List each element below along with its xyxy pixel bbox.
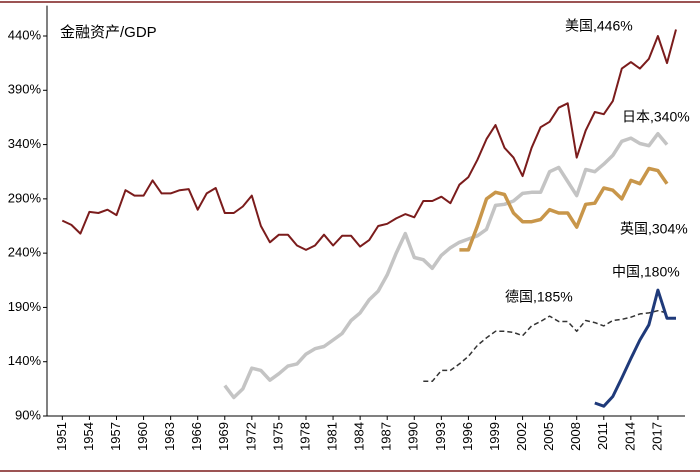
series-label: 德国,185% — [505, 289, 573, 305]
x-tick-label: 1969 — [216, 422, 231, 451]
x-tick-label: 2017 — [649, 422, 664, 451]
x-tick-label: 1990 — [406, 422, 421, 451]
x-tick-label: 1999 — [487, 422, 502, 451]
y-tick-label: 340% — [8, 136, 42, 151]
x-tick-label: 1993 — [433, 422, 448, 451]
x-tick-label: 1954 — [81, 422, 96, 451]
x-tick-label: 2008 — [568, 422, 583, 451]
y-tick-label: 140% — [8, 353, 42, 368]
x-tick-label: 1960 — [135, 422, 150, 451]
y-tick-label: 190% — [8, 299, 42, 314]
x-tick-label: 1963 — [162, 422, 177, 451]
x-tick-label: 1984 — [352, 422, 367, 451]
y-tick-label: 90% — [15, 407, 41, 422]
x-tick-label: 1957 — [108, 422, 123, 451]
series-line — [459, 166, 669, 252]
x-tick-label: 1978 — [297, 422, 312, 451]
series-label: 美国,446% — [565, 18, 633, 34]
series-line — [423, 309, 668, 383]
x-tick-label: 1951 — [54, 422, 69, 451]
series-line — [594, 288, 676, 408]
chart-title: 金融资产/GDP — [60, 24, 157, 41]
series-line — [61, 29, 677, 251]
series-label: 英国,304% — [620, 221, 688, 237]
x-tick-label: 2005 — [541, 422, 556, 451]
y-tick-label: 240% — [8, 245, 42, 260]
x-tick-label: 2014 — [622, 422, 637, 451]
series-label: 日本,340% — [622, 109, 690, 125]
series-line — [223, 131, 669, 400]
x-tick-label: 2011 — [595, 422, 610, 450]
y-tick-label: 440% — [8, 27, 42, 42]
x-tick-label: 2002 — [514, 422, 529, 451]
x-tick-label: 1966 — [189, 422, 204, 451]
y-tick-label: 290% — [8, 190, 42, 205]
x-tick-label: 1981 — [324, 422, 339, 451]
y-tick-label: 390% — [8, 82, 42, 97]
x-tick-label: 1972 — [243, 422, 258, 451]
x-tick-label: 1975 — [270, 422, 285, 451]
x-tick-label: 1987 — [379, 422, 394, 451]
x-tick-label: 1996 — [460, 422, 475, 451]
series-label: 中国,180% — [612, 264, 680, 280]
